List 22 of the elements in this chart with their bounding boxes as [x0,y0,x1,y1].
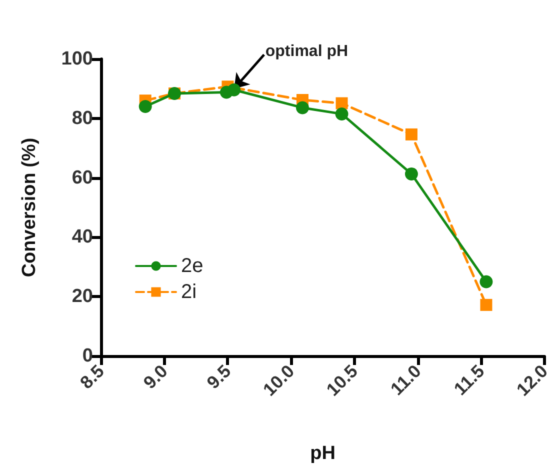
x-tick-label: 9.0 [140,360,172,393]
point [138,100,152,114]
point [296,101,309,114]
x-tick-label: 9.5 [202,360,235,393]
point [404,167,418,180]
point [480,275,493,288]
legend-label: 2i [181,281,197,303]
annotation: optimal pH [265,43,348,60]
legend-label: 2e [181,255,204,277]
point [336,97,348,110]
x-axis-title: pH [310,443,336,464]
y-axis-title: Conversion (%) [19,138,40,278]
y-tick-label: 20 [72,286,93,308]
point [335,107,348,120]
point [228,83,241,96]
y-tick-label: 80 [72,108,93,129]
y-tick-label: 100 [61,48,93,70]
point [480,298,492,311]
x-tick-label: 11.0 [386,360,425,400]
point [405,128,418,140]
y-tick-label: 60 [72,167,93,188]
y-tick-label: 40 [72,226,93,248]
